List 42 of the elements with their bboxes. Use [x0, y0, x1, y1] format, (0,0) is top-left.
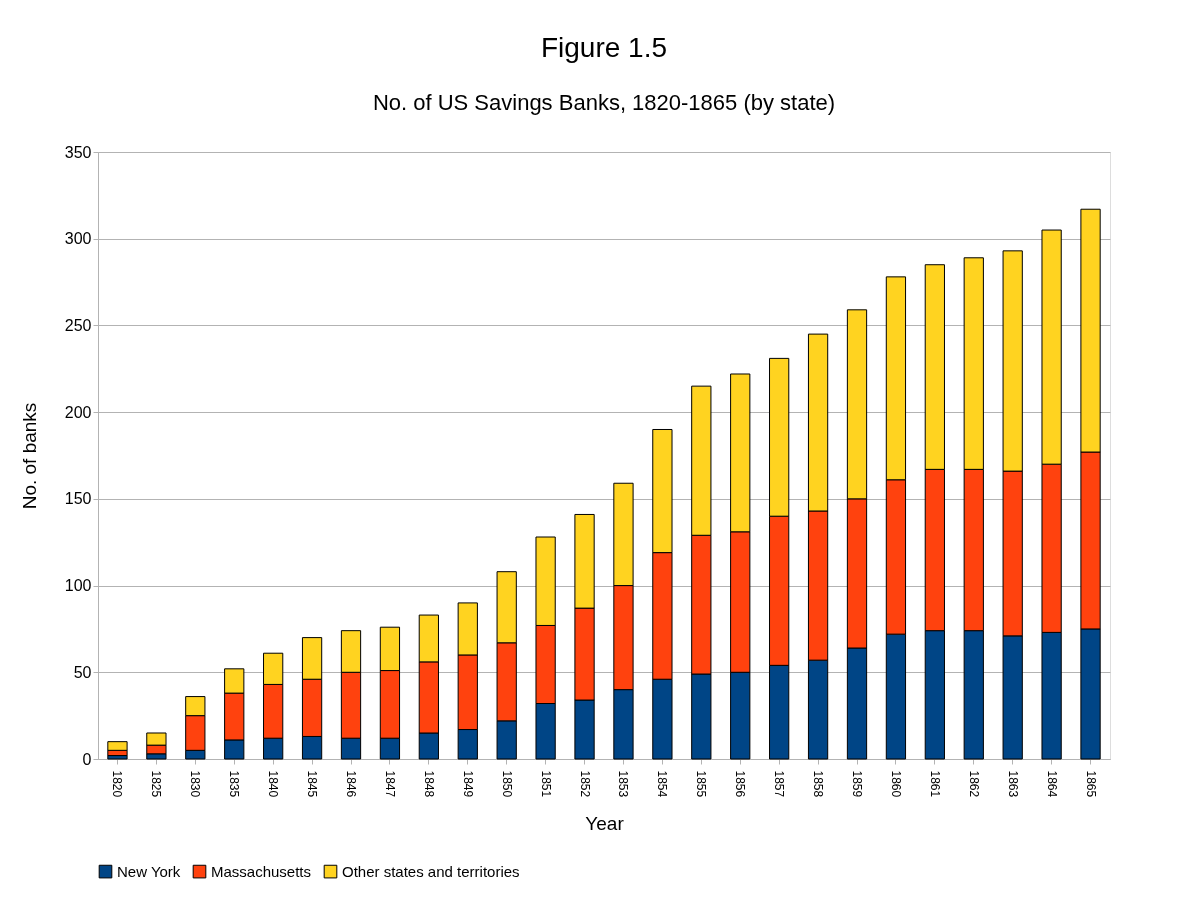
legend-label: Massachusetts [211, 862, 312, 880]
x-tick-label: 1864 [1044, 770, 1059, 798]
y-tick-label: 200 [64, 403, 92, 421]
x-tick-label: 1820 [110, 770, 125, 798]
x-tick-label: 1854 [655, 770, 670, 798]
x-tick-label: 1853 [616, 770, 631, 798]
x-tick-label: 1830 [188, 770, 203, 798]
x-tick-label: 1860 [888, 770, 903, 798]
x-tick-label: 1850 [499, 770, 514, 798]
y-axis-title: No. of banks [18, 402, 40, 510]
legend-label: Other states and territories [342, 862, 520, 880]
chart-subtitle: No. of US Savings Banks, 1820-1865 (by state) [372, 90, 836, 115]
x-tick-label: 1856 [733, 770, 748, 798]
x-tick-label: 1848 [421, 770, 436, 798]
bar [107, 755, 128, 760]
x-tick-label: 1847 [382, 770, 397, 798]
x-tick-label: 1835 [227, 770, 242, 798]
x-tick-label: 1859 [850, 770, 864, 798]
y-tick-label: 300 [64, 230, 92, 248]
x-tick-label: 1863 [1005, 770, 1020, 798]
x-tick-label: 1846 [344, 770, 358, 798]
y-tick-label: 100 [64, 577, 92, 595]
x-tick-label: 1845 [305, 770, 320, 798]
y-tick-label: 0 [82, 750, 92, 768]
x-tick-label: 1858 [811, 770, 826, 798]
y-tick-label: 350 [64, 143, 92, 161]
x-tick-label: 1851 [538, 770, 553, 798]
x-tick-label: 1849 [460, 770, 475, 798]
x-tick-label: 1855 [694, 770, 709, 798]
x-tick-label: 1862 [966, 770, 981, 798]
chart-title: Figure 1.5 [540, 32, 668, 63]
x-axis-title: Year [585, 813, 625, 835]
y-tick-label: 150 [64, 490, 92, 508]
legend-label: New York [117, 862, 181, 880]
y-tick-label: 250 [64, 316, 92, 334]
x-tick-label: 1865 [1083, 770, 1098, 798]
x-tick-label: 1825 [149, 770, 164, 798]
x-tick-label: 1840 [266, 770, 281, 798]
x-tick-label: 1857 [772, 770, 787, 798]
x-tick-label: 1852 [577, 770, 592, 798]
y-tick-label: 50 [73, 663, 92, 681]
x-tick-label: 1861 [927, 770, 942, 798]
